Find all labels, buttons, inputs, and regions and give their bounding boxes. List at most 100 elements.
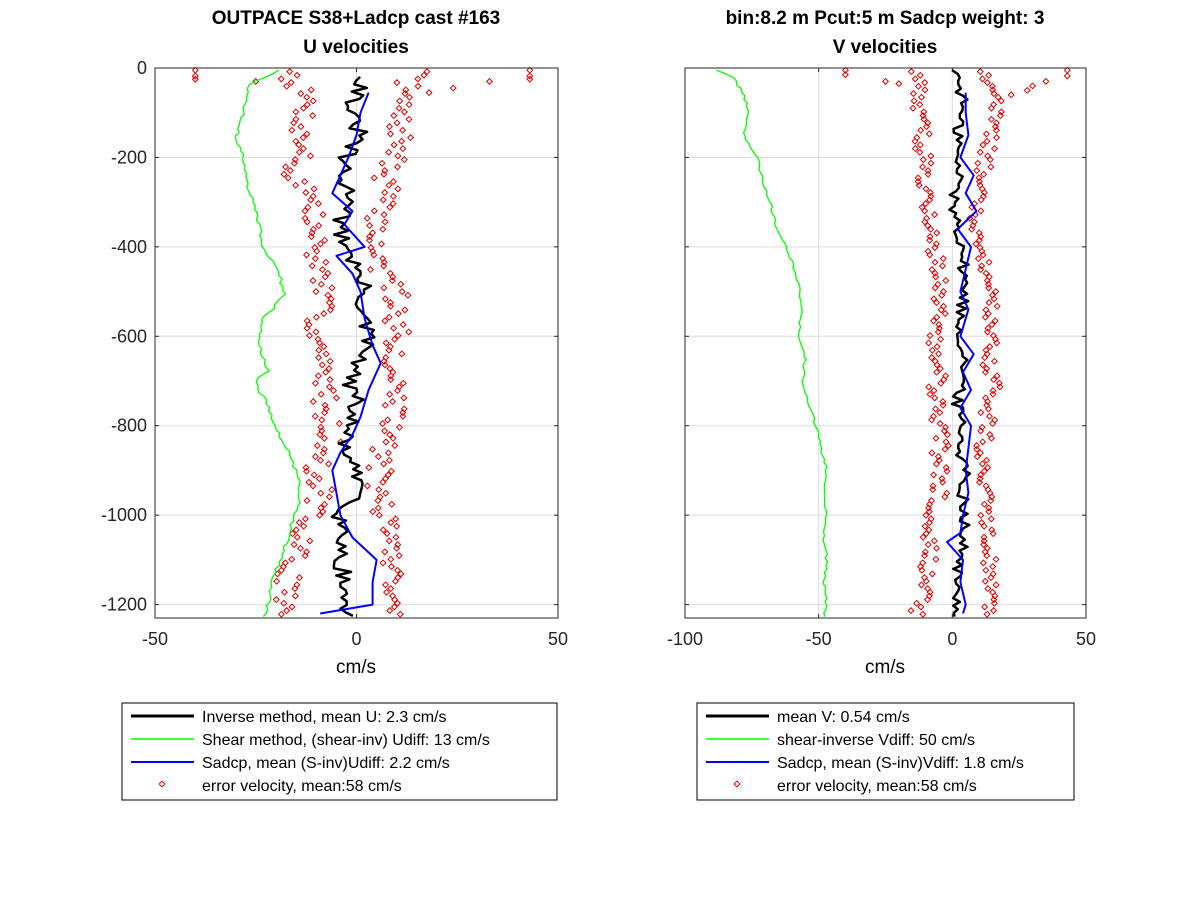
legend-swatch-error — [733, 780, 741, 788]
error-velocity-marker — [925, 526, 933, 534]
error-velocity-marker — [379, 559, 387, 567]
error-velocity-marker — [389, 434, 397, 442]
error-velocity-marker — [926, 390, 934, 398]
error-velocity-marker — [985, 508, 993, 516]
y-tick-label: -600 — [111, 326, 147, 346]
error-velocity-marker — [925, 519, 933, 527]
error-velocity-marker — [939, 255, 947, 263]
error-velocity-marker — [314, 200, 322, 208]
plot-area — [684, 66, 1087, 618]
error-velocity-marker — [941, 310, 949, 318]
error-velocity-marker — [980, 522, 988, 530]
error-velocity-marker — [928, 346, 936, 354]
error-velocity-marker — [290, 541, 298, 549]
error-velocity-marker — [984, 464, 992, 472]
error-velocity-marker — [907, 68, 915, 76]
error-velocity-marker — [389, 178, 397, 186]
error-velocity-marker — [397, 570, 405, 578]
error-velocity-marker — [313, 442, 321, 450]
error-velocity-marker — [317, 390, 325, 398]
error-velocity-marker — [936, 365, 944, 373]
error-velocity-marker — [390, 112, 398, 120]
error-velocity-marker — [911, 75, 919, 83]
error-velocity-marker — [381, 295, 389, 303]
error-velocity-marker — [299, 134, 307, 142]
error-velocity-marker — [1028, 82, 1037, 90]
error-velocity-marker — [291, 585, 299, 593]
error-velocity-marker — [375, 486, 383, 494]
error-velocity-marker — [389, 192, 397, 200]
error-velocity-marker — [286, 167, 294, 175]
error-velocity-marker — [915, 181, 923, 189]
error-velocity-marker — [976, 449, 984, 457]
error-velocity-marker — [990, 90, 998, 98]
error-velocity-marker — [989, 563, 997, 571]
error-velocity-marker — [977, 266, 985, 274]
error-velocity-marker — [292, 526, 300, 534]
error-velocity-marker — [975, 236, 984, 244]
error-velocity-marker — [976, 68, 984, 76]
error-velocity-marker — [984, 585, 992, 593]
error-velocity-marker — [399, 409, 407, 417]
error-velocity-marker — [1042, 77, 1050, 85]
error-velocity-marker — [988, 321, 996, 329]
error-velocity-marker — [307, 86, 315, 94]
error-velocity-marker — [309, 277, 317, 285]
error-velocity-marker — [983, 552, 991, 560]
error-velocity-marker — [398, 350, 406, 358]
error-velocity-marker — [307, 196, 315, 204]
legend: Inverse method, mean U: 2.3 cm/s Shear m… — [121, 702, 558, 801]
y-tick-label: -800 — [111, 416, 147, 436]
error-velocity-marker — [288, 126, 296, 134]
error-velocity-marker — [288, 603, 296, 611]
error-velocity-marker — [990, 599, 998, 607]
error-velocity-marker — [301, 515, 309, 523]
error-velocity-marker — [399, 126, 407, 134]
error-velocity-marker — [326, 306, 335, 314]
error-velocity-marker — [985, 258, 993, 266]
error-velocity-marker — [377, 240, 386, 248]
error-velocity-marker — [380, 170, 388, 178]
legend-entry: Inverse method, mean U: 2.3 cm/s — [202, 709, 447, 726]
error-velocity-marker — [292, 181, 300, 189]
shear-velocity-line — [716, 69, 829, 617]
error-velocity-marker — [1023, 86, 1031, 94]
error-velocity-marker — [526, 75, 534, 83]
error-velocity-marker — [387, 555, 395, 563]
error-velocity-marker — [310, 471, 318, 479]
error-velocity-marker — [404, 291, 412, 299]
error-velocity-marker — [374, 453, 382, 461]
chart-subtitle: U velocities — [303, 37, 409, 58]
error-velocity-marker — [191, 66, 199, 74]
sadcp-velocity-line — [320, 92, 382, 615]
x-axis-label: cm/s — [336, 657, 376, 678]
error-velocity-marker — [985, 504, 993, 512]
error-velocity-marker — [379, 420, 387, 428]
chart-subtitle: V velocities — [833, 37, 938, 58]
error-velocity-marker — [386, 390, 394, 398]
error-velocity-marker — [310, 185, 318, 193]
error-velocity-marker — [931, 244, 939, 252]
error-velocity-marker — [933, 313, 941, 321]
error-velocity-marker — [381, 317, 389, 325]
legend: mean V: 0.54 cm/s shear-inverse Vdiff: 5… — [696, 702, 1075, 801]
error-velocity-marker — [940, 427, 948, 435]
error-velocity-marker — [973, 167, 981, 175]
error-velocity-marker — [934, 328, 942, 336]
error-velocity-marker — [937, 379, 945, 387]
error-velocity-marker — [321, 409, 329, 417]
error-velocity-marker — [909, 90, 917, 98]
error-velocity-marker — [388, 277, 396, 285]
error-velocity-marker — [309, 97, 317, 105]
error-velocity-marker — [990, 607, 998, 615]
error-velocity-marker — [909, 104, 917, 112]
error-velocity-marker — [381, 401, 389, 409]
error-velocity-marker — [942, 277, 950, 285]
error-velocity-marker — [381, 189, 389, 197]
error-velocity-marker — [391, 596, 399, 604]
error-velocity-marker — [937, 335, 945, 343]
error-velocity-marker — [386, 203, 394, 211]
error-velocity-marker — [986, 156, 994, 164]
error-velocity-marker — [280, 588, 288, 596]
error-velocity-marker — [981, 603, 989, 611]
